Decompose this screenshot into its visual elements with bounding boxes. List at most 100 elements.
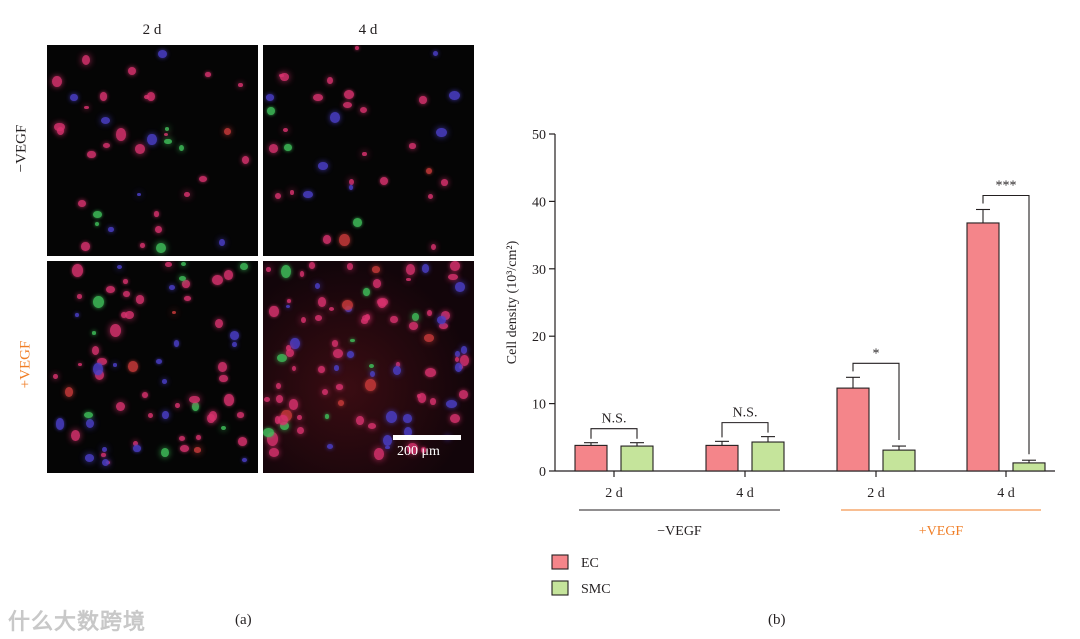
cell-spot [322, 388, 329, 395]
x-tick-label: 2 d [605, 486, 623, 501]
bar-smc [1012, 462, 1046, 472]
cell-spot [383, 434, 393, 446]
cell-spot [301, 316, 307, 323]
cell-spot [419, 96, 427, 104]
y-axis-title: Cell density (10³/cm²) [505, 240, 520, 364]
cell-spot [99, 92, 107, 101]
cell-spot [76, 294, 83, 300]
cell-spot [455, 281, 466, 292]
cell-spot [64, 386, 74, 397]
cell-spot [171, 310, 176, 314]
cell-spot [425, 367, 437, 377]
cell-spot [326, 444, 333, 449]
cell-spot [268, 144, 278, 154]
cell-spot [116, 401, 126, 412]
cell-spot [231, 341, 237, 348]
cell-spot [265, 94, 275, 101]
cell-spot [454, 362, 463, 372]
cell-spot [91, 331, 97, 335]
cell-spot [175, 402, 181, 409]
cell-spot [146, 92, 156, 102]
bar-ec [836, 387, 870, 472]
panel-b-label: (b) [768, 612, 786, 628]
x-tick-label: 2 d [867, 486, 885, 501]
cell-spot [83, 411, 93, 419]
cell-spot [352, 217, 363, 227]
cell-spot [124, 310, 135, 320]
micro-col-header-4d: 4 d [358, 22, 378, 38]
cell-spot [314, 282, 321, 289]
bar-ec [574, 444, 608, 472]
cell-spot [354, 45, 359, 51]
cell-spot [289, 399, 298, 410]
cell-spot [143, 95, 149, 100]
cell-spot [370, 370, 376, 377]
cell-spot [420, 447, 426, 453]
cell-spot [207, 413, 215, 423]
cell-spot [356, 415, 364, 426]
cell-spot [173, 340, 180, 348]
cell-spot [402, 413, 412, 423]
cell-spot [105, 285, 115, 293]
cell-spot [214, 319, 223, 329]
cell-spot [189, 395, 200, 404]
cell-spot [274, 416, 281, 424]
cell-spot [115, 128, 126, 141]
cell-spot [84, 453, 95, 462]
cell-spot [279, 421, 290, 431]
cell-spot [431, 243, 437, 251]
cell-spot [339, 234, 350, 247]
cell-spot [112, 363, 118, 367]
cell-spot [360, 317, 369, 324]
cell-spot [241, 155, 249, 164]
cell-spot [337, 400, 345, 407]
cell-spot [87, 150, 96, 159]
cell-spot [224, 128, 232, 136]
cell-spot [196, 434, 202, 441]
cell-spot [132, 445, 141, 452]
cell-spot [161, 379, 167, 384]
cell-spot [290, 337, 300, 349]
cell-spot [94, 221, 100, 227]
cell-spot [289, 189, 295, 195]
cell-spot [276, 382, 282, 389]
micro-col-header-2d: 2 d [142, 22, 162, 38]
cell-spot [116, 264, 122, 269]
cell-spot [134, 144, 146, 155]
cell-spot [449, 90, 460, 101]
cell-spot [446, 399, 457, 408]
cell-spot [280, 73, 289, 81]
legend-label-smc: SMC [581, 582, 611, 597]
cell-spot [322, 234, 332, 244]
cell-spot [70, 93, 78, 101]
cell-spot [343, 89, 355, 100]
cell-spot [280, 265, 291, 279]
cell-spot [81, 242, 90, 251]
cell-spot [277, 414, 288, 426]
cell-spot [283, 127, 289, 132]
y-tick-label: 30 [532, 263, 546, 278]
cell-spot [102, 447, 107, 453]
cell-spot [92, 346, 100, 355]
cell-spot [408, 322, 418, 331]
micro-image-plus-vegf-2d [47, 261, 258, 473]
cell-spot [52, 373, 58, 379]
y-tick-label: 40 [532, 195, 546, 210]
cell-spot [223, 394, 235, 407]
cell-spot [393, 366, 402, 376]
cell-spot [427, 309, 432, 316]
cell-spot [96, 357, 107, 366]
cell-spot [56, 127, 64, 136]
cell-spot [162, 411, 169, 420]
cell-spot [154, 211, 159, 217]
cell-spot [180, 261, 186, 266]
cell-spot [178, 435, 185, 442]
cell-spot [342, 101, 352, 109]
cell-spot [362, 151, 367, 156]
micro-image-minus-vegf-4d [263, 45, 474, 256]
significance-bracket [721, 422, 769, 438]
cell-spot [342, 299, 353, 310]
cell-spot [373, 447, 385, 460]
cell-spot [51, 75, 63, 88]
cell-spot [407, 442, 419, 454]
